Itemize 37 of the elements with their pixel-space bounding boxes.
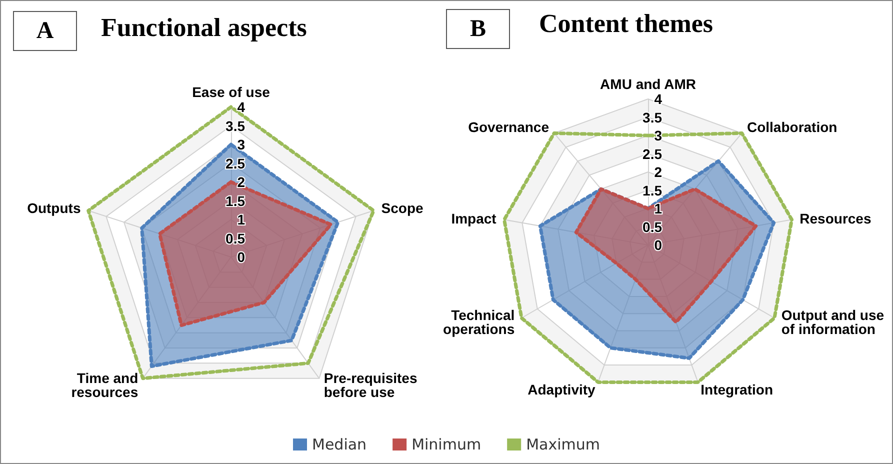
y-tick-label: 3.5 <box>226 118 246 134</box>
spoke-label: Time and resources <box>71 370 138 400</box>
y-tick-label: 1.5 <box>642 182 662 198</box>
y-tick-label: 0 <box>237 249 246 265</box>
spoke-label: Ease of use <box>192 84 270 100</box>
y-tick-label: 2 <box>654 164 662 180</box>
y-tick-label: 2.5 <box>642 146 662 162</box>
legend-label: Maximum <box>526 436 600 454</box>
spoke-label: Resources <box>800 210 872 226</box>
spoke-label: Governance <box>468 119 550 136</box>
legend-label: Minimum <box>412 436 482 454</box>
y-tick-label: 0.5 <box>642 218 662 235</box>
chart-title: Content themes <box>539 9 714 39</box>
y-tick-label: 4 <box>654 91 662 107</box>
legend-label: Median <box>312 436 367 454</box>
spoke-label: Output and use of information <box>781 307 884 337</box>
y-tick-label: 0.5 <box>226 230 246 246</box>
y-tick-label: 3.5 <box>642 109 662 126</box>
spoke-label: Integration <box>700 382 774 398</box>
y-tick-label: 2.5 <box>226 155 246 172</box>
spoke-label: Impact <box>451 210 497 226</box>
y-tick-label: 1 <box>654 200 662 216</box>
y-tick-label: 4 <box>237 99 246 115</box>
text: B <box>446 9 510 49</box>
spoke-label: Technical operations <box>443 307 515 337</box>
text: A <box>13 11 77 51</box>
chart-title: Functional aspects <box>101 13 307 43</box>
spoke-label: Scope <box>381 200 424 216</box>
spoke-label: Adaptivity <box>528 382 596 398</box>
spoke-label: Collaboration <box>746 119 838 136</box>
y-tick-label: 1.5 <box>226 192 246 209</box>
spoke-label: AMU and AMR <box>600 76 696 92</box>
spoke-label: Outputs <box>27 200 81 216</box>
spoke-label: Pre-requisites before use <box>324 370 418 400</box>
y-tick-label: 1 <box>237 212 246 228</box>
y-tick-label: 0 <box>654 237 662 253</box>
y-tick-label: 3 <box>237 136 246 152</box>
